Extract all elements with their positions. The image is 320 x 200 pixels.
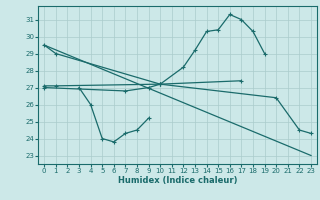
X-axis label: Humidex (Indice chaleur): Humidex (Indice chaleur) xyxy=(118,176,237,185)
